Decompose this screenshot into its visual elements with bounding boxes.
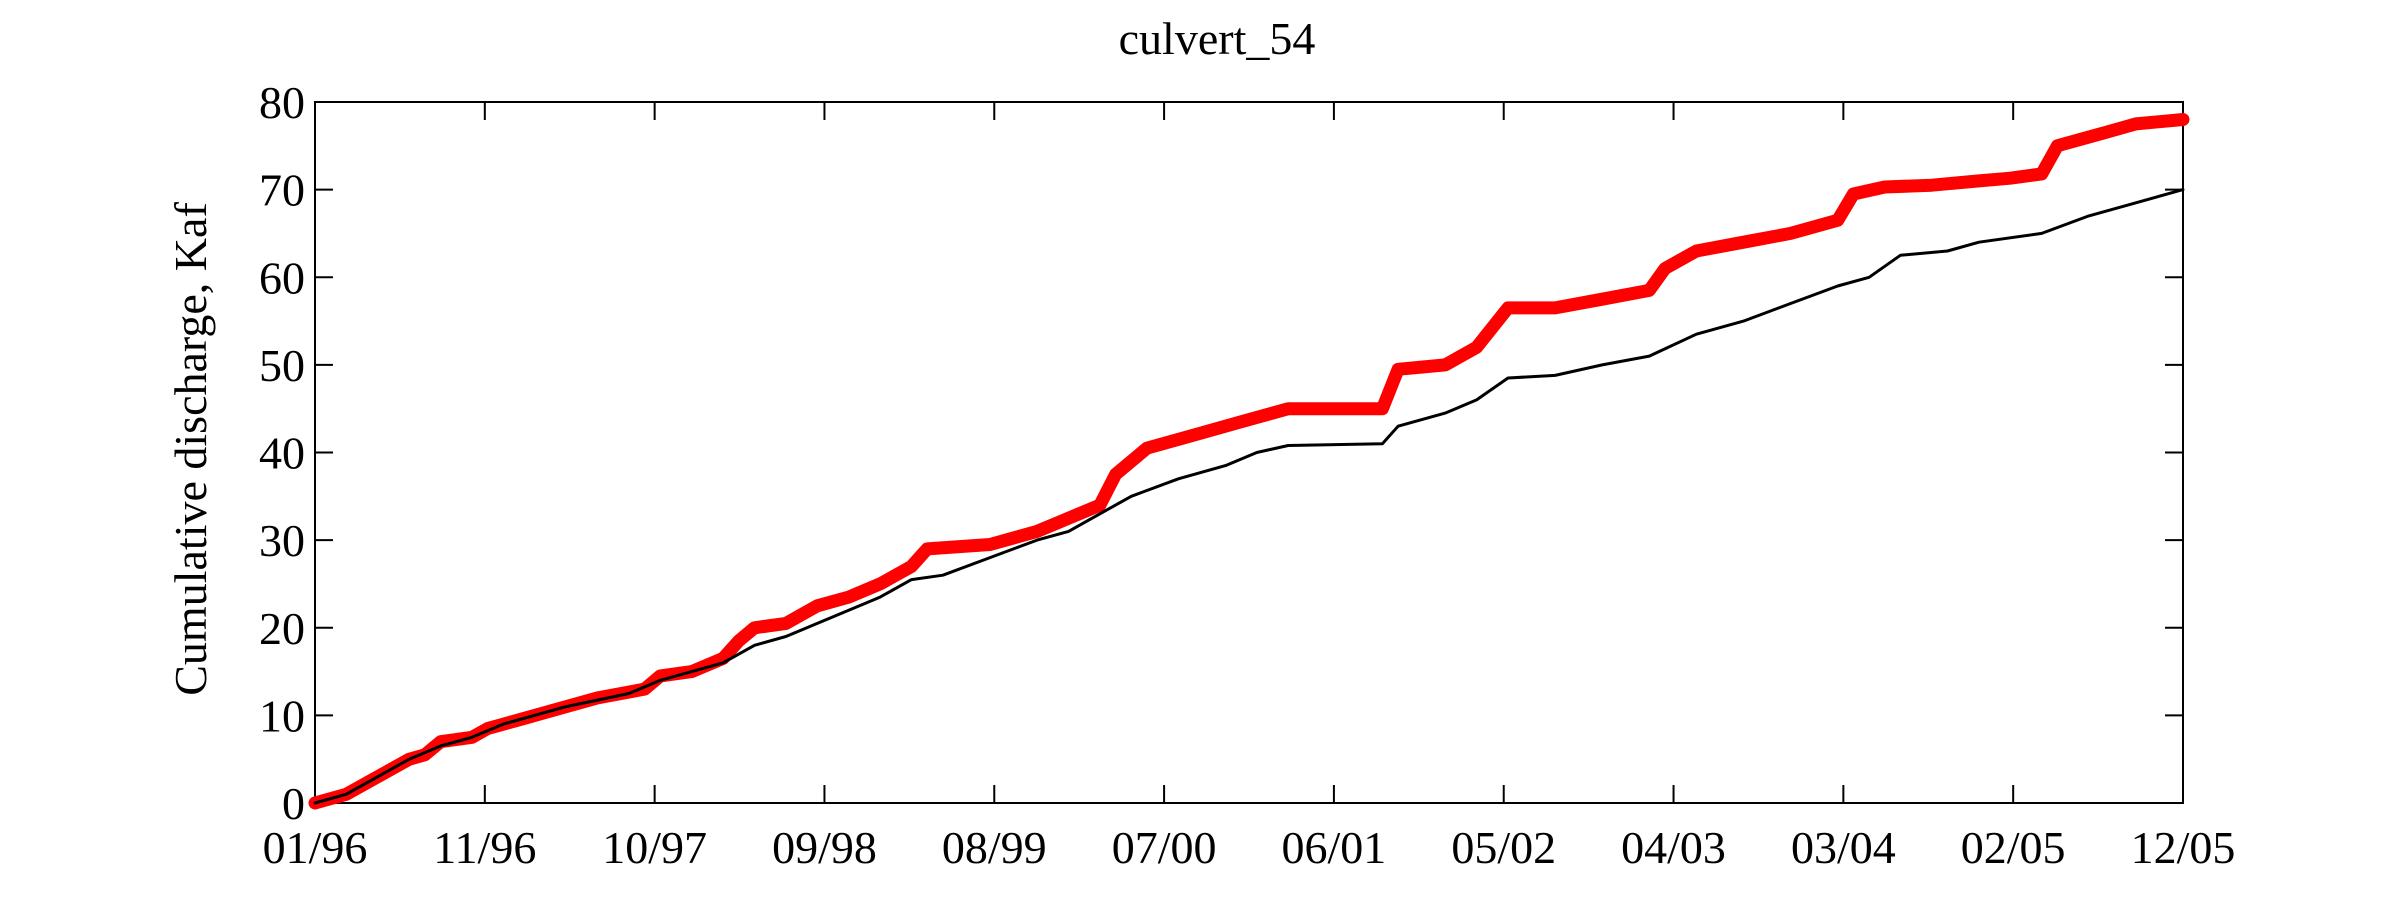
plot-area: 0 10 20 30 40 50 60 70 80 01/96 11/96 10/97 09/98 08/… xyxy=(259,77,2235,873)
x-tick-label: 03/04 xyxy=(1791,822,1896,873)
y-tick-label: 0 xyxy=(282,778,305,829)
x-tick-label: 01/96 xyxy=(263,822,368,873)
y-tick-label: 20 xyxy=(259,603,305,654)
x-tick-label: 10/97 xyxy=(602,822,707,873)
x-tick-label: 12/05 xyxy=(2131,822,2236,873)
chart-title: culvert_54 xyxy=(1119,13,1316,64)
y-tick-label: 70 xyxy=(259,165,305,216)
y-axis-label: Cumulative discharge, Kaf xyxy=(165,202,216,696)
y-tick-label: 60 xyxy=(259,252,305,303)
series-line-black xyxy=(313,188,2185,805)
x-tick-label: 02/05 xyxy=(1961,822,2066,873)
x-tick-label: 06/01 xyxy=(1282,822,1387,873)
x-tick-label: 09/98 xyxy=(772,822,877,873)
y-tick-label: 80 xyxy=(259,77,305,128)
y-tick-label: 30 xyxy=(259,515,305,566)
x-tick-label: 08/99 xyxy=(942,822,1047,873)
y-tick-label: 40 xyxy=(259,428,305,479)
x-tick-label: 05/02 xyxy=(1451,822,1556,873)
y-tick-label: 50 xyxy=(259,340,305,391)
x-tick-label: 07/00 xyxy=(1112,822,1217,873)
x-tick-label: 04/03 xyxy=(1621,822,1726,873)
x-tick-label: 11/96 xyxy=(433,822,536,873)
y-tick-label: 10 xyxy=(259,690,305,741)
